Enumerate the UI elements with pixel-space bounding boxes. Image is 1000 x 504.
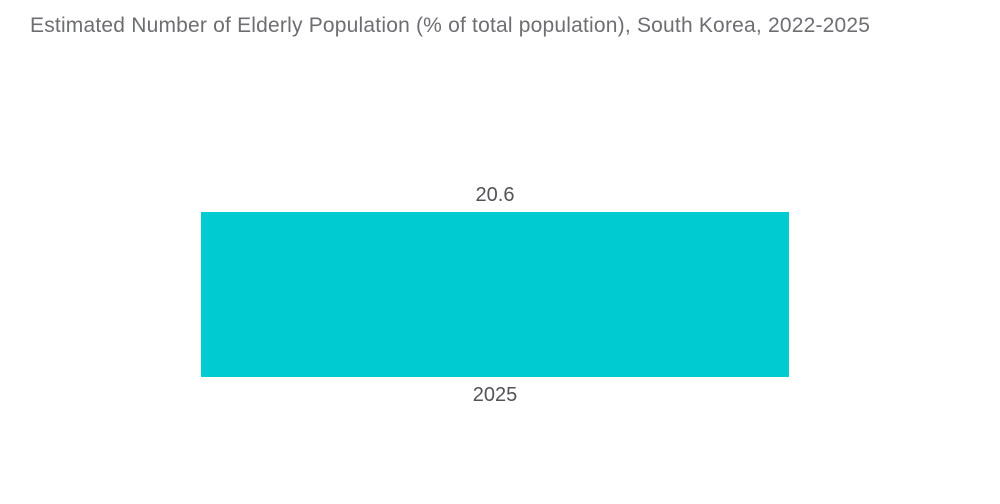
plot-area: 20.6: [201, 177, 789, 377]
x-axis-tick-label: 2025: [472, 384, 518, 406]
chart-title: Estimated Number of Elderly Population (…: [30, 14, 871, 37]
bar-value-label: 20.6: [475, 184, 515, 206]
bar-2025: [201, 212, 789, 377]
